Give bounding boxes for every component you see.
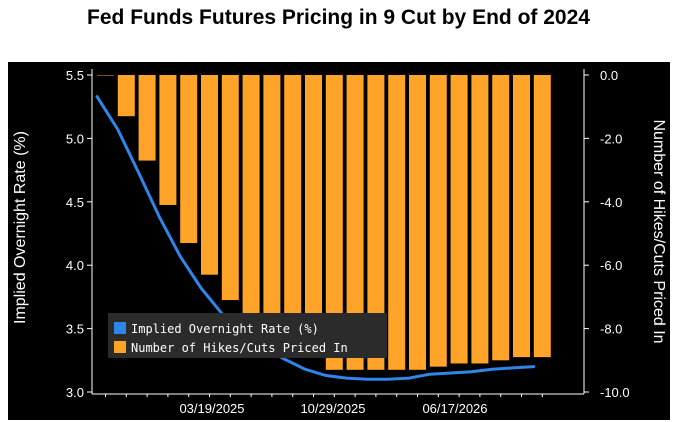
bar <box>450 75 468 364</box>
line-layer <box>95 95 536 381</box>
left-tick-label: 3.0 <box>66 385 84 400</box>
x-tick-label: 03/19/2025 <box>179 401 244 416</box>
bar <box>305 75 322 354</box>
legend-box <box>108 313 387 358</box>
bar <box>367 75 385 370</box>
bar <box>409 75 426 370</box>
legend-label: Number of Hikes/Cuts Priced In <box>131 341 348 355</box>
bar <box>533 75 551 358</box>
bar <box>117 75 135 117</box>
bar <box>471 75 489 364</box>
legend: Implied Overnight Rate (%) Number of Hike… <box>108 313 387 358</box>
bars-layer <box>97 75 551 370</box>
bar <box>388 75 406 370</box>
bar <box>221 75 239 301</box>
bar <box>201 75 218 275</box>
right-tick-label: 0.0 <box>600 68 618 83</box>
left-tick-label: 4.0 <box>66 258 84 273</box>
bar <box>325 75 343 370</box>
left-tick-label: 4.5 <box>66 195 84 210</box>
legend-swatch <box>114 322 126 334</box>
x-tick-label: 10/29/2025 <box>300 401 365 416</box>
line-series-implied-rate <box>95 95 536 381</box>
chart-title: Fed Funds Futures Pricing in 9 Cut by En… <box>87 6 590 29</box>
bar <box>159 75 177 205</box>
bar <box>492 75 510 361</box>
bar <box>513 75 530 358</box>
left-tick-label: 5.5 <box>66 68 84 83</box>
left-tick-label: 3.5 <box>66 322 84 337</box>
bar <box>180 75 198 244</box>
bar <box>263 75 281 332</box>
right-tick-label: -4.0 <box>600 195 622 210</box>
left-axis-title: Implied Overnight Rate (%) <box>12 131 29 324</box>
bar <box>346 75 364 370</box>
right-tick-label: -2.0 <box>600 131 622 146</box>
legend-swatch <box>114 341 126 353</box>
bar <box>138 75 156 161</box>
bar <box>429 75 447 367</box>
legend-label: Implied Overnight Rate (%) <box>131 322 319 336</box>
left-tick-label: 5.0 <box>66 131 84 146</box>
bar <box>242 75 260 320</box>
right-axis-title: Number of Hikes/Cuts Priced In <box>650 119 667 343</box>
right-tick-label: -6.0 <box>600 258 622 273</box>
bar <box>97 75 114 76</box>
x-tick-label: 06/17/2026 <box>422 401 487 416</box>
right-tick-label: -8.0 <box>600 322 622 337</box>
bar <box>284 75 302 348</box>
right-tick-label: -10.0 <box>600 385 630 400</box>
axes-layer: 5.5 5.0 4.5 4.0 3.5 3.0 0.0 -2.0 -4.0 -6.0 -8.0 -10… <box>12 68 667 416</box>
